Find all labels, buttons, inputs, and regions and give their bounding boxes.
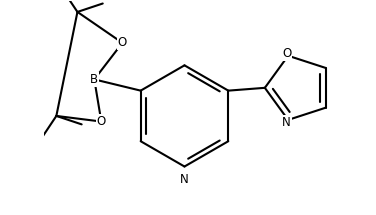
Text: O: O [282, 47, 291, 60]
Text: O: O [97, 115, 106, 128]
Text: B: B [90, 73, 99, 86]
Text: O: O [118, 36, 127, 49]
Text: N: N [282, 115, 291, 129]
Text: N: N [180, 173, 189, 186]
